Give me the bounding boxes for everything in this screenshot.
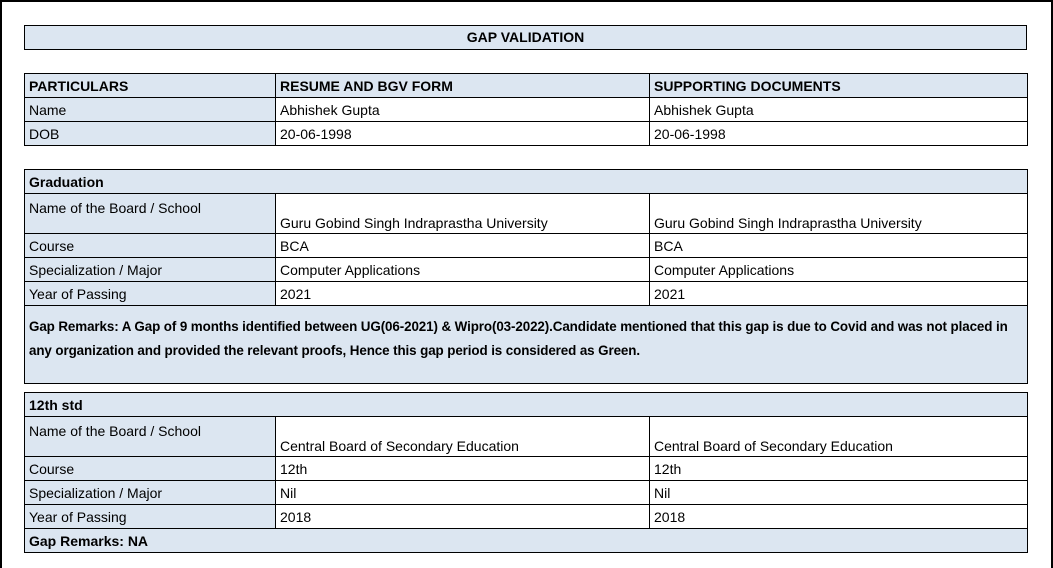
resume-value: BCA — [275, 233, 650, 258]
table-row: Course 12th 12th — [24, 456, 1029, 481]
resume-value: Guru Gobind Singh Indraprastha Universit… — [275, 193, 650, 234]
table-row: DOB 20-06-1998 20-06-1998 — [24, 121, 1028, 146]
resume-value: 2018 — [275, 504, 650, 529]
docs-value: 12th — [648, 456, 1029, 481]
table-row: Course BCA BCA — [24, 233, 1028, 258]
table-row: Year of Passing 2018 2018 — [24, 504, 1029, 529]
row-label: Course — [24, 233, 276, 258]
docs-value: BCA — [649, 233, 1028, 258]
section-heading: Graduation — [24, 169, 1028, 194]
table-row: Name of the Board / School Guru Gobind S… — [24, 193, 1028, 234]
docs-value: Guru Gobind Singh Indraprastha Universit… — [649, 193, 1028, 234]
graduation-table: Graduation Name of the Board / School Gu… — [24, 169, 1028, 384]
resume-value: 2021 — [275, 281, 650, 306]
header-docs: SUPPORTING DOCUMENTS — [649, 73, 1028, 98]
header-particulars: PARTICULARS — [24, 73, 276, 98]
docs-value: Central Board of Secondary Education — [648, 416, 1029, 457]
row-label: Name of the Board / School — [24, 416, 276, 457]
docs-value: Abhishek Gupta — [649, 97, 1028, 122]
table-row: Name Abhishek Gupta Abhishek Gupta — [24, 97, 1028, 122]
resume-value: 20-06-1998 — [275, 121, 650, 146]
row-label: DOB — [24, 121, 276, 146]
row-label: Year of Passing — [24, 504, 276, 529]
docs-value: 2021 — [649, 281, 1028, 306]
row-label: Year of Passing — [24, 281, 276, 306]
table-row: Name of the Board / School Central Board… — [24, 416, 1029, 457]
resume-value: Central Board of Secondary Education — [275, 416, 650, 457]
docs-value: 2018 — [648, 504, 1029, 529]
twelfth-table: 12th std Name of the Board / School Cent… — [23, 392, 1029, 553]
table-row: Year of Passing 2021 2021 — [24, 281, 1028, 306]
header-resume: RESUME AND BGV FORM — [275, 73, 650, 98]
row-label: Name of the Board / School — [24, 193, 276, 234]
docs-value: Nil — [648, 480, 1029, 505]
row-label: Specialization / Major — [24, 257, 276, 282]
personal-table: PARTICULARS RESUME AND BGV FORM SUPPORTI… — [24, 73, 1028, 146]
table-row: Specialization / Major Computer Applicat… — [24, 257, 1028, 282]
resume-value: 12th — [275, 456, 650, 481]
row-label: Course — [24, 456, 276, 481]
resume-value: Computer Applications — [275, 257, 650, 282]
row-label: Name — [24, 97, 276, 122]
gap-remarks: Gap Remarks: NA — [23, 528, 1029, 553]
resume-value: Abhishek Gupta — [275, 97, 650, 122]
section-heading: 12th std — [23, 392, 1029, 417]
header-row: PARTICULARS RESUME AND BGV FORM SUPPORTI… — [24, 73, 1028, 98]
table-row: Specialization / Major Nil Nil — [24, 480, 1029, 505]
page-title: GAP VALIDATION — [24, 25, 1027, 50]
resume-value: Nil — [275, 480, 650, 505]
docs-value: 20-06-1998 — [649, 121, 1028, 146]
gap-remarks: Gap Remarks: A Gap of 9 months identifie… — [24, 305, 1028, 384]
row-label: Specialization / Major — [24, 480, 276, 505]
docs-value: Computer Applications — [649, 257, 1028, 282]
